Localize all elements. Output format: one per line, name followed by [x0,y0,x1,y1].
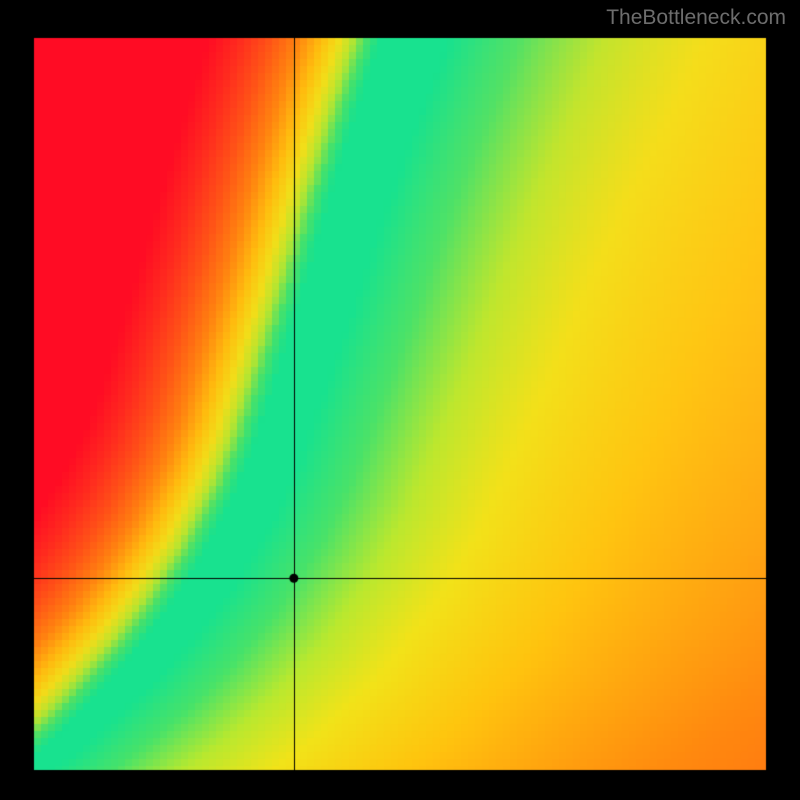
bottleneck-heatmap-chart: TheBottleneck.com [0,0,800,800]
watermark-label: TheBottleneck.com [606,6,786,30]
heatmap-canvas [0,0,800,800]
